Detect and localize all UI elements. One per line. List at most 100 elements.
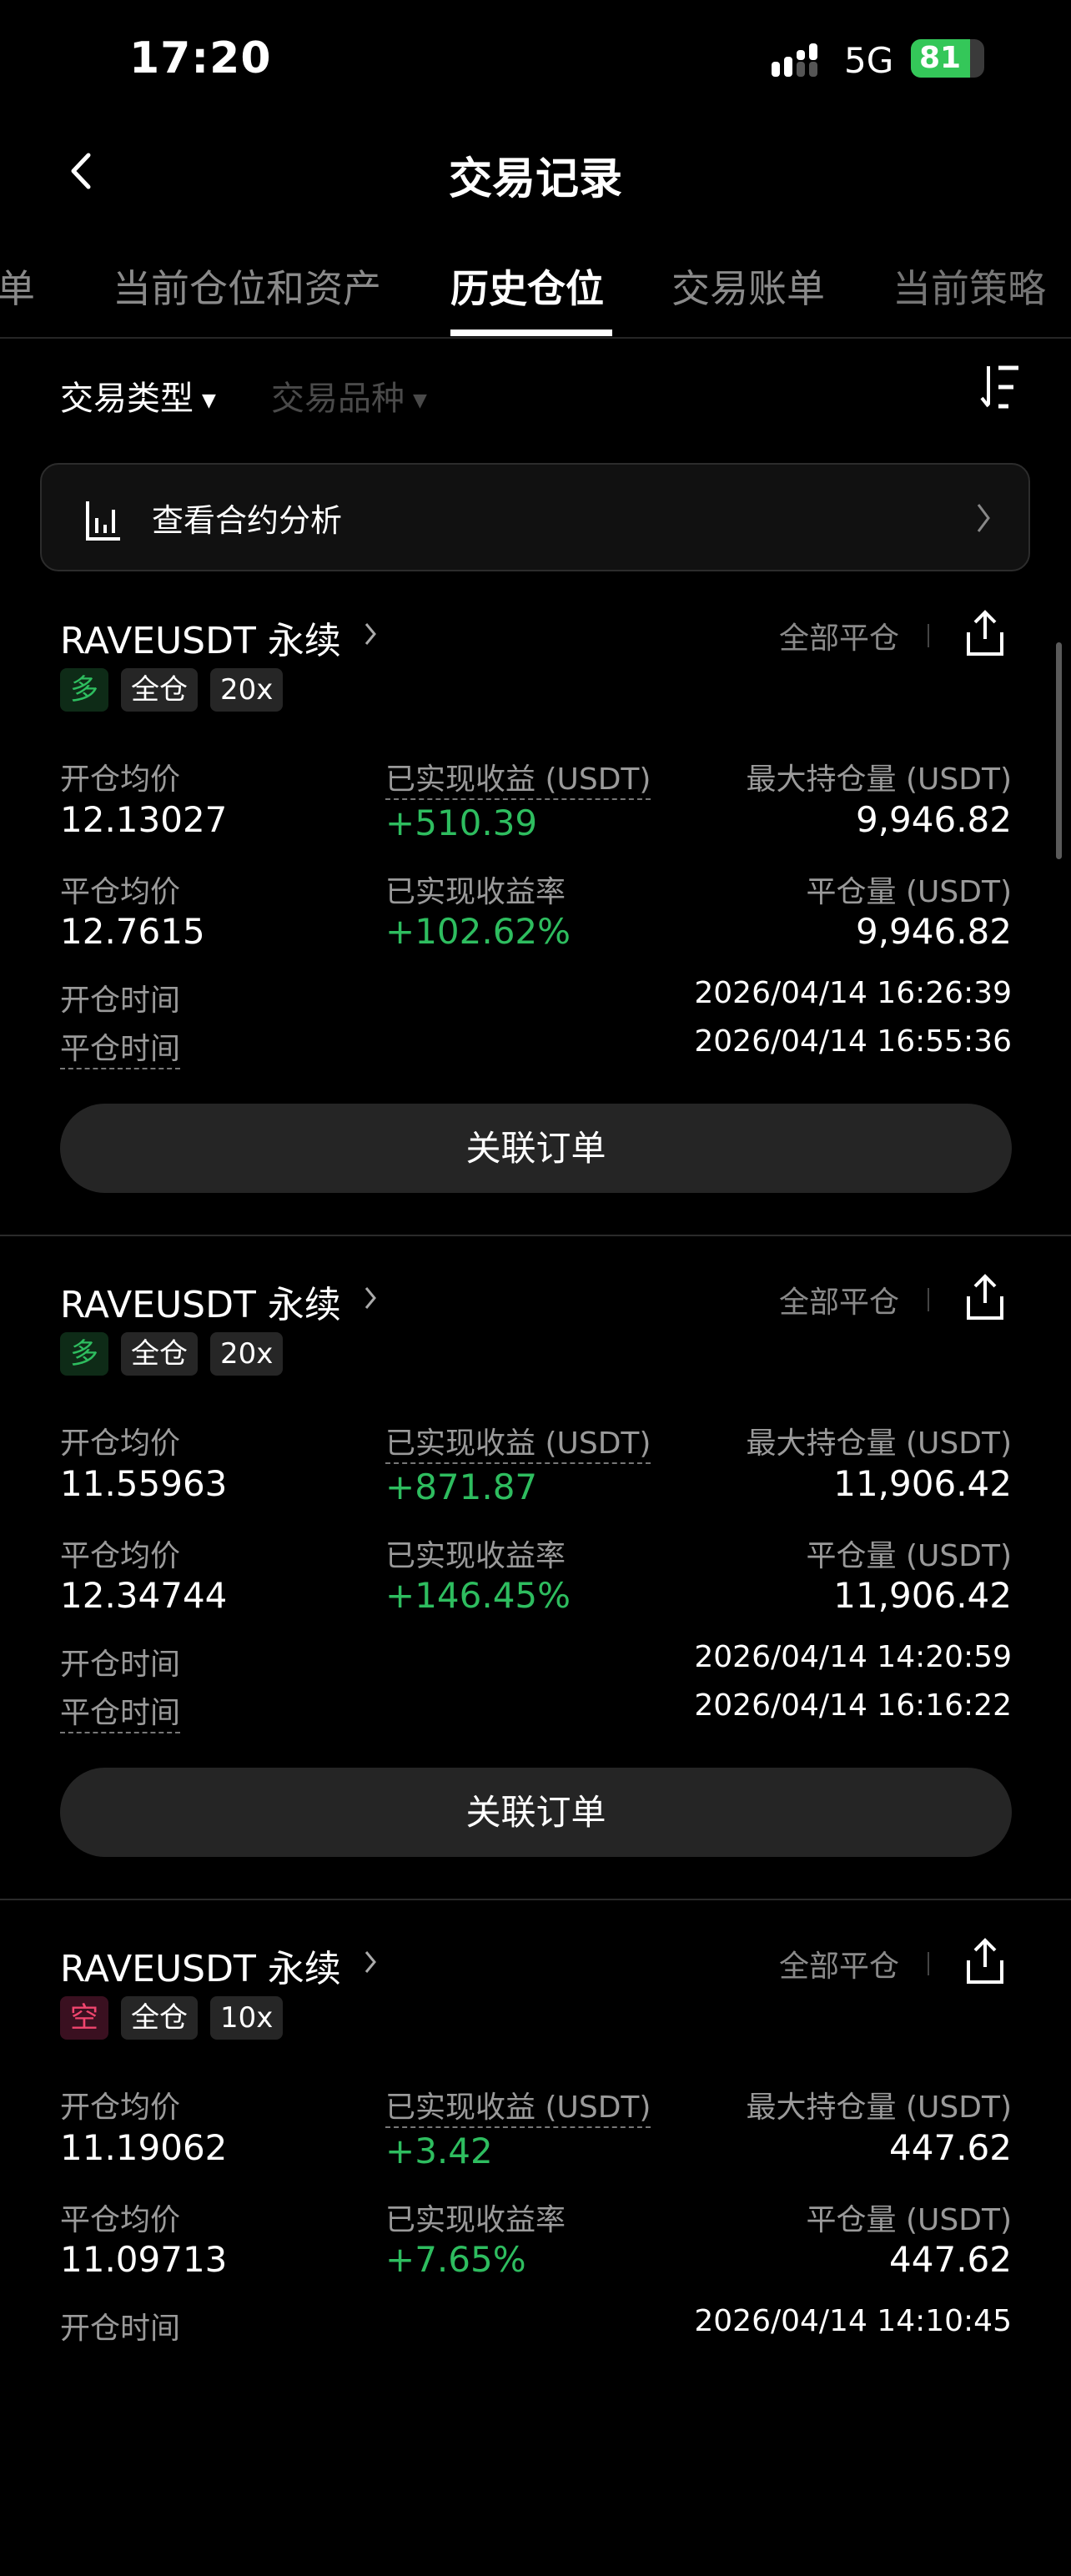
chevron-right-icon[interactable] bbox=[364, 621, 377, 647]
chevron-right-icon bbox=[977, 504, 990, 532]
position-card: RAVEUSDT 永续 全部平仓 多 全仓 20x 开仓均价 已实现收益 (US… bbox=[0, 584, 1071, 1248]
max-position-label: 最大持仓量 (USDT) bbox=[746, 1426, 1012, 1461]
tab-history-positions[interactable]: 历史仓位 bbox=[450, 266, 604, 311]
separator bbox=[928, 624, 929, 647]
realized-pnl-value: +510.39 bbox=[385, 802, 538, 843]
separator bbox=[928, 1952, 929, 1975]
side-badge: 空 bbox=[60, 1996, 108, 2040]
margin-mode-badge: 全仓 bbox=[121, 1996, 198, 2040]
tab-orders[interactable]: 订单 bbox=[0, 266, 35, 311]
contract-analysis-link[interactable]: 查看合约分析 bbox=[40, 463, 1030, 571]
related-orders-button[interactable]: 关联订单 bbox=[60, 1768, 1012, 1857]
leverage-badge: 20x bbox=[210, 668, 284, 712]
tab-bar: 订单 当前仓位和资产 历史仓位 交易账单 当前策略 bbox=[0, 250, 1071, 339]
position-card: RAVEUSDT 永续 全部平仓 空 全仓 10x 开仓均价 已实现收益 (US… bbox=[0, 1912, 1071, 2576]
close-all-label: 全部平仓 bbox=[779, 1285, 900, 1320]
close-all-label: 全部平仓 bbox=[779, 621, 900, 656]
open-avg-value: 11.55963 bbox=[60, 1463, 228, 1504]
position-symbol[interactable]: RAVEUSDT 永续 bbox=[60, 620, 341, 662]
caret-down-icon: ▼ bbox=[202, 390, 216, 411]
max-position-label: 最大持仓量 (USDT) bbox=[746, 762, 1012, 797]
separator bbox=[928, 1288, 929, 1311]
related-orders-button[interactable]: 关联订单 bbox=[60, 1104, 1012, 1193]
realized-rate-label: 已实现收益率 bbox=[385, 1539, 566, 1573]
open-time-value: 2026/04/14 16:26:39 bbox=[694, 976, 1012, 1010]
signal-icon bbox=[772, 43, 817, 77]
close-avg-value: 12.34744 bbox=[60, 1575, 228, 1616]
close-time-value: 2026/04/14 16:55:36 bbox=[694, 1024, 1012, 1059]
realized-rate-label: 已实现收益率 bbox=[385, 875, 566, 909]
symbol-label: 交易品种 bbox=[271, 380, 405, 418]
chevron-right-icon[interactable] bbox=[364, 1949, 377, 1975]
share-icon[interactable] bbox=[965, 1273, 1005, 1321]
realized-rate-value: +7.65% bbox=[385, 2239, 526, 2280]
close-amount-value: 447.62 bbox=[889, 2239, 1012, 2280]
realized-pnl-value: +3.42 bbox=[385, 2131, 493, 2171]
open-time-label: 开仓时间 bbox=[60, 2312, 181, 2346]
active-tab-indicator bbox=[450, 330, 612, 336]
contract-analysis-label: 查看合约分析 bbox=[152, 502, 343, 539]
tab-current-positions[interactable]: 当前仓位和资产 bbox=[113, 266, 381, 311]
battery-icon: 81 bbox=[911, 39, 984, 78]
close-time-label[interactable]: 平仓时间 bbox=[60, 1032, 181, 1069]
close-avg-value: 12.7615 bbox=[60, 911, 205, 952]
close-avg-label: 平仓均价 bbox=[60, 1539, 181, 1573]
share-icon[interactable] bbox=[965, 609, 1005, 657]
tab-trade-bills[interactable]: 交易账单 bbox=[671, 266, 825, 311]
margin-mode-badge: 全仓 bbox=[121, 668, 198, 712]
open-avg-label: 开仓均价 bbox=[60, 2090, 181, 2125]
max-position-value: 447.62 bbox=[889, 2127, 1012, 2168]
trade-type-label: 交易类型 bbox=[60, 380, 194, 418]
divider bbox=[0, 337, 1071, 339]
side-badge: 多 bbox=[60, 1332, 108, 1376]
realized-pnl-label[interactable]: 已实现收益 (USDT) bbox=[385, 1426, 651, 1464]
close-avg-label: 平仓均价 bbox=[60, 2203, 181, 2237]
realized-pnl-value: +871.87 bbox=[385, 1467, 538, 1507]
bar-chart-icon bbox=[86, 501, 120, 541]
close-amount-value: 9,946.82 bbox=[855, 911, 1012, 952]
realized-pnl-label[interactable]: 已实现收益 (USDT) bbox=[385, 762, 651, 800]
close-amount-label: 平仓量 (USDT) bbox=[806, 2203, 1012, 2237]
close-avg-value: 11.09713 bbox=[60, 2239, 228, 2280]
close-avg-label: 平仓均价 bbox=[60, 875, 181, 909]
page-title: 交易记录 bbox=[448, 154, 622, 204]
tab-current-strategies[interactable]: 当前策略 bbox=[892, 266, 1046, 311]
realized-pnl-label[interactable]: 已实现收益 (USDT) bbox=[385, 2090, 651, 2128]
caret-down-icon: ▼ bbox=[413, 390, 427, 411]
close-amount-label: 平仓量 (USDT) bbox=[806, 875, 1012, 909]
battery-level: 81 bbox=[919, 41, 962, 75]
leverage-badge: 10x bbox=[210, 1996, 284, 2040]
margin-mode-badge: 全仓 bbox=[121, 1332, 198, 1376]
network-type: 5G bbox=[844, 40, 894, 81]
realized-rate-label: 已实现收益率 bbox=[385, 2203, 566, 2237]
close-time-value: 2026/04/14 16:16:22 bbox=[694, 1688, 1012, 1723]
symbol-filter[interactable]: 交易品种 ▼ bbox=[271, 371, 427, 420]
open-time-value: 2026/04/14 14:20:59 bbox=[694, 1640, 1012, 1674]
status-time: 17:20 bbox=[129, 33, 272, 83]
close-amount-label: 平仓量 (USDT) bbox=[806, 1539, 1012, 1573]
side-badge: 多 bbox=[60, 668, 108, 712]
position-symbol[interactable]: RAVEUSDT 永续 bbox=[60, 1284, 341, 1326]
card-divider bbox=[0, 1899, 1071, 1900]
close-amount-value: 11,906.42 bbox=[833, 1575, 1012, 1616]
open-time-label: 开仓时间 bbox=[60, 984, 181, 1018]
sort-icon[interactable] bbox=[980, 363, 1023, 411]
open-avg-label: 开仓均价 bbox=[60, 762, 181, 797]
max-position-value: 9,946.82 bbox=[855, 799, 1012, 840]
trade-type-filter[interactable]: 交易类型 ▼ bbox=[60, 371, 216, 420]
card-divider bbox=[0, 1235, 1071, 1236]
chevron-right-icon[interactable] bbox=[364, 1285, 377, 1311]
share-icon[interactable] bbox=[965, 1937, 1005, 1985]
scrollbar[interactable] bbox=[1056, 642, 1062, 859]
open-avg-value: 11.19062 bbox=[60, 2127, 228, 2168]
leverage-badge: 20x bbox=[210, 1332, 284, 1376]
back-chevron-icon[interactable] bbox=[65, 150, 98, 192]
max-position-label: 最大持仓量 (USDT) bbox=[746, 2090, 1012, 2125]
realized-rate-value: +102.62% bbox=[385, 911, 571, 952]
close-time-label[interactable]: 平仓时间 bbox=[60, 1696, 181, 1733]
position-symbol[interactable]: RAVEUSDT 永续 bbox=[60, 1948, 341, 1990]
max-position-value: 11,906.42 bbox=[833, 1463, 1012, 1504]
realized-rate-value: +146.45% bbox=[385, 1575, 571, 1616]
position-card: RAVEUSDT 永续 全部平仓 多 全仓 20x 开仓均价 已实现收益 (US… bbox=[0, 1248, 1071, 1912]
open-time-value: 2026/04/14 14:10:45 bbox=[694, 2304, 1012, 2338]
